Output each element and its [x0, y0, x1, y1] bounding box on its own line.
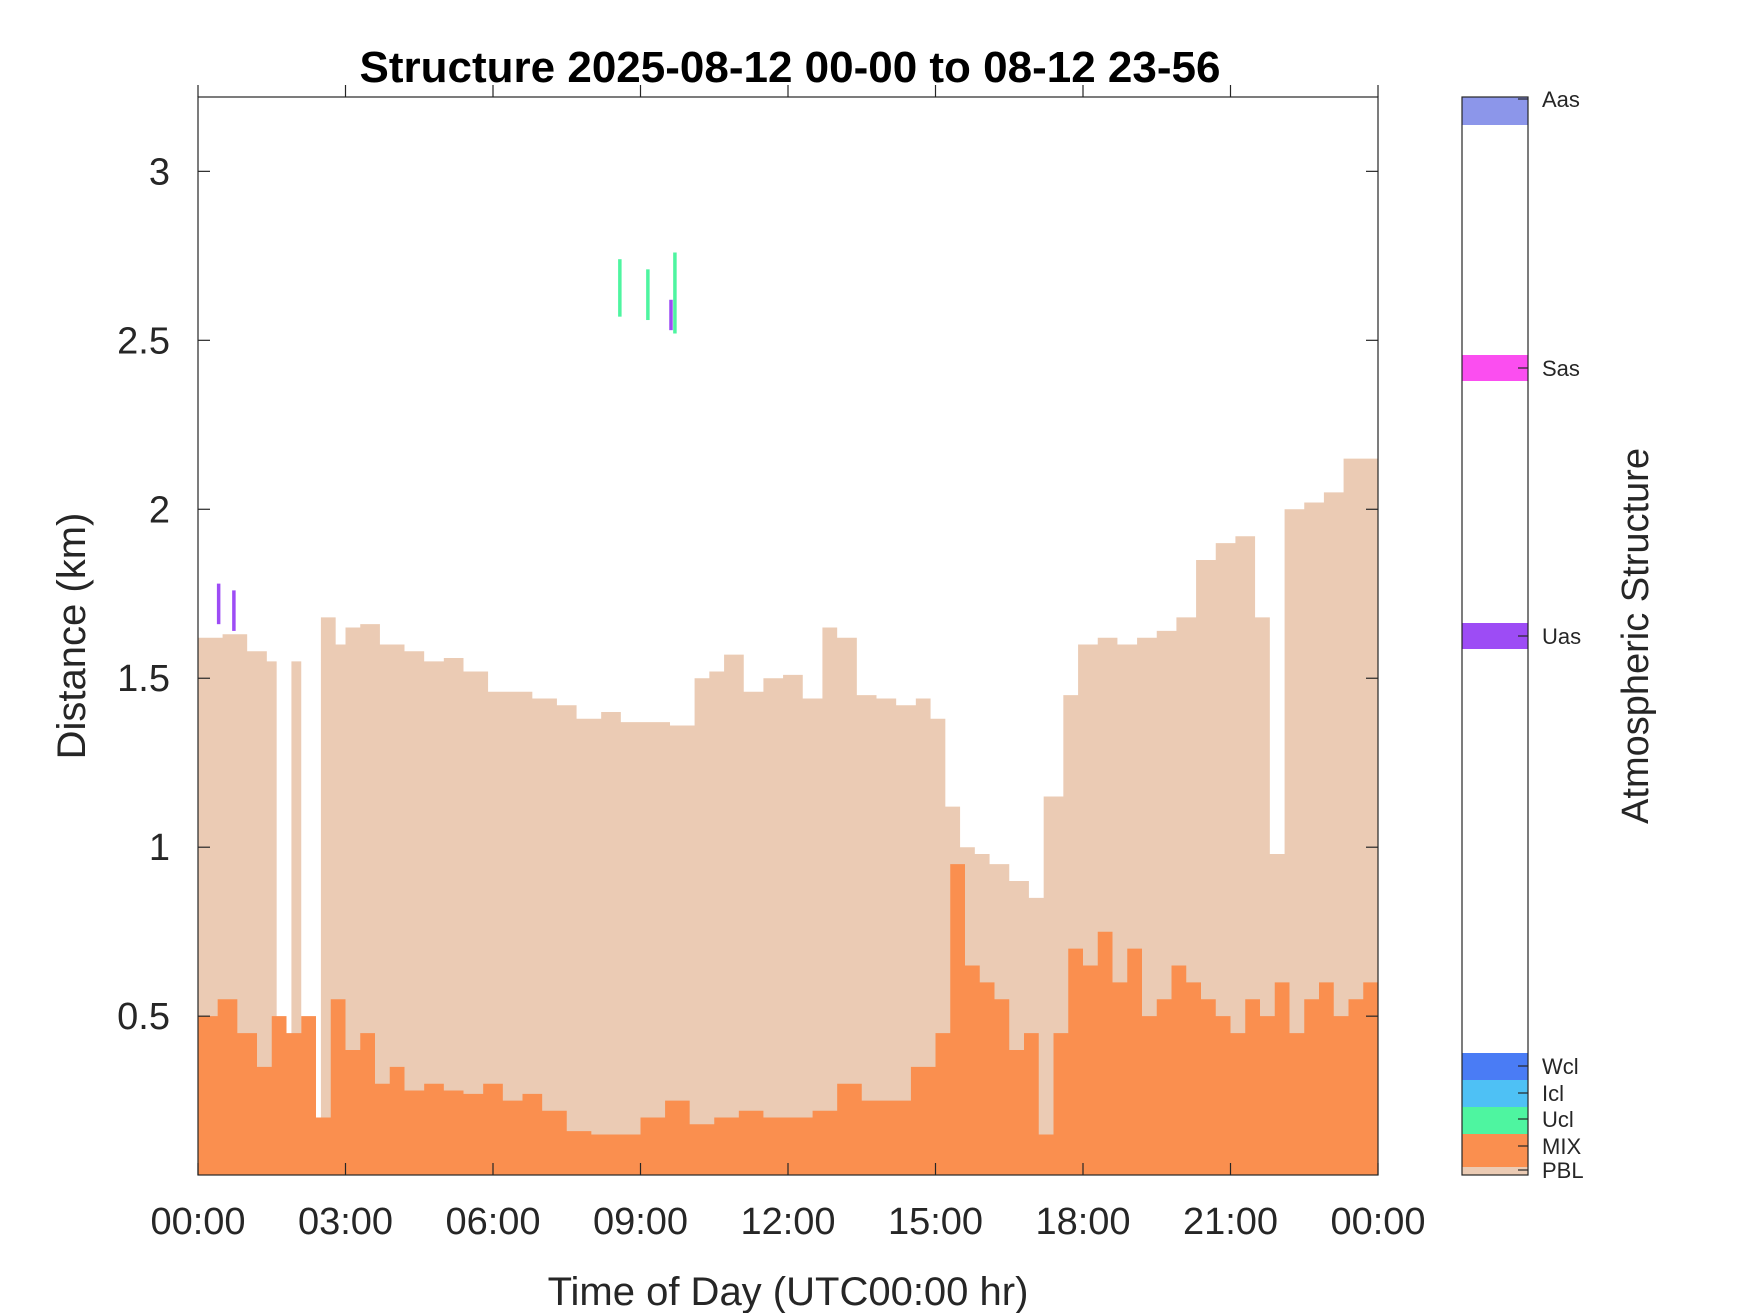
- colorbar-swatch-icl: [1462, 1080, 1528, 1107]
- series-layer: [198, 458, 1378, 1176]
- colorbar-label-aas: Aas: [1542, 87, 1580, 112]
- x-tick-label: 15:00: [888, 1201, 983, 1243]
- colorbar-label-uas: Uas: [1542, 624, 1581, 649]
- series-mix-area: [198, 864, 1378, 1175]
- colorbar-swatch-pbl: [1462, 1167, 1528, 1175]
- colorbar-label-sas: Sas: [1542, 356, 1580, 381]
- colorbar-label-mix: MIX: [1542, 1134, 1581, 1159]
- plot-area: 00:00 03:00 06:00 09:00 12:00 15:00 18:00 21:00…: [117, 85, 1426, 1243]
- y-tick-label: 0.5: [117, 996, 170, 1038]
- colorbar-label-wcl: Wcl: [1542, 1054, 1579, 1079]
- colorbar-label-pbl: PBL: [1542, 1158, 1584, 1183]
- colorbar-label-icl: Icl: [1542, 1081, 1564, 1106]
- layer-segments: [216, 252, 677, 631]
- x-tick-label: 06:00: [445, 1201, 540, 1243]
- colorbar-swatch-ucl: [1462, 1107, 1528, 1134]
- x-axis-label: Time of Day (UTC00:00 hr): [548, 1270, 1029, 1313]
- x-tick-label: 00:00: [1330, 1201, 1425, 1243]
- colorbar-swatch-wcl: [1462, 1053, 1528, 1080]
- x-tick-label: 12:00: [740, 1201, 835, 1243]
- x-tick-label: 18:00: [1035, 1201, 1130, 1243]
- y-tick-label: 1.5: [117, 658, 170, 700]
- colorbar-label-ucl: Ucl: [1542, 1107, 1574, 1132]
- colorbar-swatch-uas: [1462, 623, 1528, 649]
- colorbar-swatch-aas: [1462, 97, 1528, 125]
- colorbar-frame: [1461, 96, 1529, 1176]
- colorbar-swatch-mix: [1462, 1134, 1528, 1167]
- x-axis-ticks: 00:00 03:00 06:00 09:00 12:00 15:00 18:00 21:00…: [150, 85, 1426, 1243]
- y-axis-ticks: 0.5 1 1.5 2 2.5 3: [117, 151, 1378, 1038]
- y-tick-label: 2: [149, 489, 170, 531]
- y-tick-label: 3: [149, 151, 170, 193]
- y-tick-label: 2.5: [117, 320, 170, 362]
- x-tick-label: 21:00: [1183, 1201, 1278, 1243]
- y-axis-label: Distance (km): [50, 513, 94, 760]
- x-tick-label: 03:00: [298, 1201, 393, 1243]
- colorbar-title: Atmospheric Structure: [1615, 448, 1657, 824]
- colorbar-swatch-sas: [1462, 355, 1528, 381]
- x-tick-label: 00:00: [150, 1201, 245, 1243]
- chart-title: Structure 2025-08-12 00-00 to 08-12 23-5…: [360, 43, 1221, 92]
- x-tick-label: 09:00: [593, 1201, 688, 1243]
- y-tick-label: 1: [149, 827, 170, 869]
